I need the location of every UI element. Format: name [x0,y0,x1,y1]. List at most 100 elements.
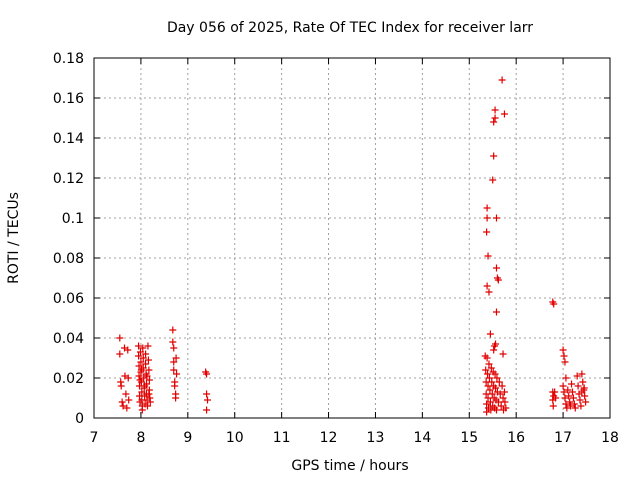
data-point [498,76,506,84]
data-point [203,406,211,414]
data-point [492,214,500,222]
data-point [500,388,508,396]
data-point [494,398,502,406]
x-tick-label: 15 [460,430,478,446]
data-point [485,360,493,368]
data-point [135,362,143,370]
data-point [492,384,500,392]
data-point [490,118,498,126]
data-point [551,388,559,396]
y-axis-label: ROTI / TECUs [6,192,22,284]
data-point [483,408,491,416]
data-point [562,374,570,382]
data-point [491,106,499,114]
data-point [170,358,178,366]
data-point [124,346,132,354]
data-point [486,386,494,394]
data-point [169,326,177,334]
data-point [489,176,497,184]
data-point [125,396,133,404]
data-point [569,394,577,402]
x-tick-label: 13 [367,430,385,446]
y-tick-label: 0.02 [53,371,84,387]
data-point [203,370,211,378]
data-point [499,350,507,358]
y-tick-label: 0.08 [53,251,84,267]
data-point [171,382,179,390]
data-point [138,388,146,396]
data-point [483,214,491,222]
data-point [135,342,143,350]
x-axis-label: GPS time / hours [291,458,408,474]
data-point [492,308,500,316]
data-point [145,366,153,374]
data-point [142,360,150,368]
chart-title: Day 056 of 2025, Rate Of TEC Index for r… [167,20,533,36]
data-point [578,388,586,396]
x-tick-label: 10 [226,430,244,446]
data-point [567,402,575,410]
data-point [122,390,130,398]
data-point [578,370,586,378]
data-point [137,358,145,366]
data-point [565,392,573,400]
y-tick-label: 0.06 [53,291,84,307]
data-point [490,346,498,354]
data-point [501,398,509,406]
data-point [577,402,585,410]
data-point [493,374,501,382]
data-point [139,354,147,362]
data-point [491,114,499,122]
x-tick-label: 18 [601,430,619,446]
data-point [570,400,578,408]
data-point [137,366,145,374]
data-point [123,404,131,412]
data-point [483,204,491,212]
data-point [487,364,495,372]
data-point [485,288,493,296]
x-tick-label: 12 [320,430,338,446]
data-point [494,276,502,284]
data-point [549,402,557,410]
data-point [116,334,124,342]
data-point [561,358,569,366]
data-point [563,404,571,412]
data-point [483,228,491,236]
data-point [502,404,510,412]
data-point [124,374,132,382]
data-point [135,352,143,360]
y-tick-label: 0.14 [53,131,84,147]
data-point [145,390,153,398]
data-point [116,350,124,358]
data-point [204,396,212,404]
data-point [564,386,572,394]
data-point [500,110,508,118]
data-point [482,390,490,398]
data-point [484,370,492,378]
data-point [497,402,505,410]
data-point [136,348,144,356]
data-point [146,398,154,406]
data-point [559,382,567,390]
grid-lines [94,58,610,418]
y-tick-label: 0.1 [62,211,84,227]
data-point [482,366,490,374]
data-point [559,346,567,354]
data-point [144,342,152,350]
data-point [484,252,492,260]
data-point [580,384,588,392]
data-point [550,300,558,308]
data-point [576,396,584,404]
data-point [483,282,491,290]
data-point [488,390,496,398]
y-tick-label: 0.16 [53,91,84,107]
y-tick-label: 0 [75,411,84,427]
data-point [142,350,150,358]
data-point [581,392,589,400]
data-point [139,344,147,352]
data-point [579,378,587,386]
data-point [574,382,582,390]
data-point [145,376,153,384]
data-point [582,398,590,406]
